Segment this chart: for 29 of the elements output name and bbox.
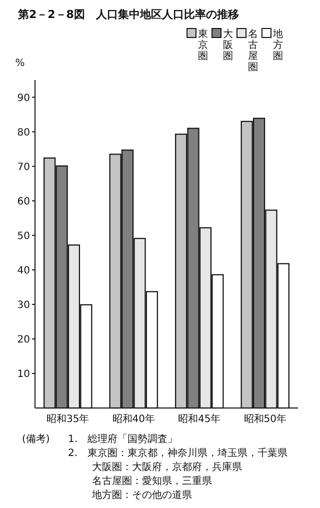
text: 名古屋圏：愛知県，三重県 (92, 475, 212, 487)
y-tick-label: 60 (17, 196, 30, 208)
y-tick-label: 50 (17, 230, 30, 242)
legend-label: 地方圏 (272, 28, 283, 62)
y-tick-label: 20 (17, 334, 30, 346)
x-tick-label: 昭和35年 (46, 413, 90, 425)
y-tick-label: 70 (17, 162, 30, 173)
y-axis-title: % (15, 58, 25, 69)
legend-item: 名古屋圏 (236, 28, 258, 73)
chart-title: 第2－2－8図 人口集中地区人口比率の推移 (17, 8, 239, 21)
y-tick-label: 30 (17, 300, 30, 311)
legend-item: 地方圏 (262, 28, 283, 62)
text: 2. 東京圏：東京都，神奈川県，埼玉県，千葉県 (68, 447, 288, 459)
legend-item: 東京圏 (186, 28, 208, 62)
x-tick-label: 昭和50年 (244, 413, 286, 425)
legend-label: 名古屋圏 (248, 28, 258, 73)
text: 大阪圏：大阪府，京都府，兵庫県 (92, 461, 242, 473)
legend-label: 大阪圏 (223, 28, 233, 62)
x-tick-label: 昭和40年 (112, 413, 155, 425)
legend-item: 大阪圏 (212, 28, 233, 62)
y-tick-label: 80 (17, 127, 30, 138)
text: 地方圏：その他の道県 (91, 489, 192, 501)
text: 1. 総理府「国勢調査」 (68, 433, 178, 445)
text: (備考) (22, 433, 50, 445)
legend-label: 東京圏 (198, 28, 208, 62)
x-tick-label: 昭和45年 (178, 413, 221, 425)
y-tick-label: 10 (17, 368, 30, 380)
y-tick-label: 90 (17, 92, 30, 104)
y-tick-label: 40 (17, 265, 30, 276)
